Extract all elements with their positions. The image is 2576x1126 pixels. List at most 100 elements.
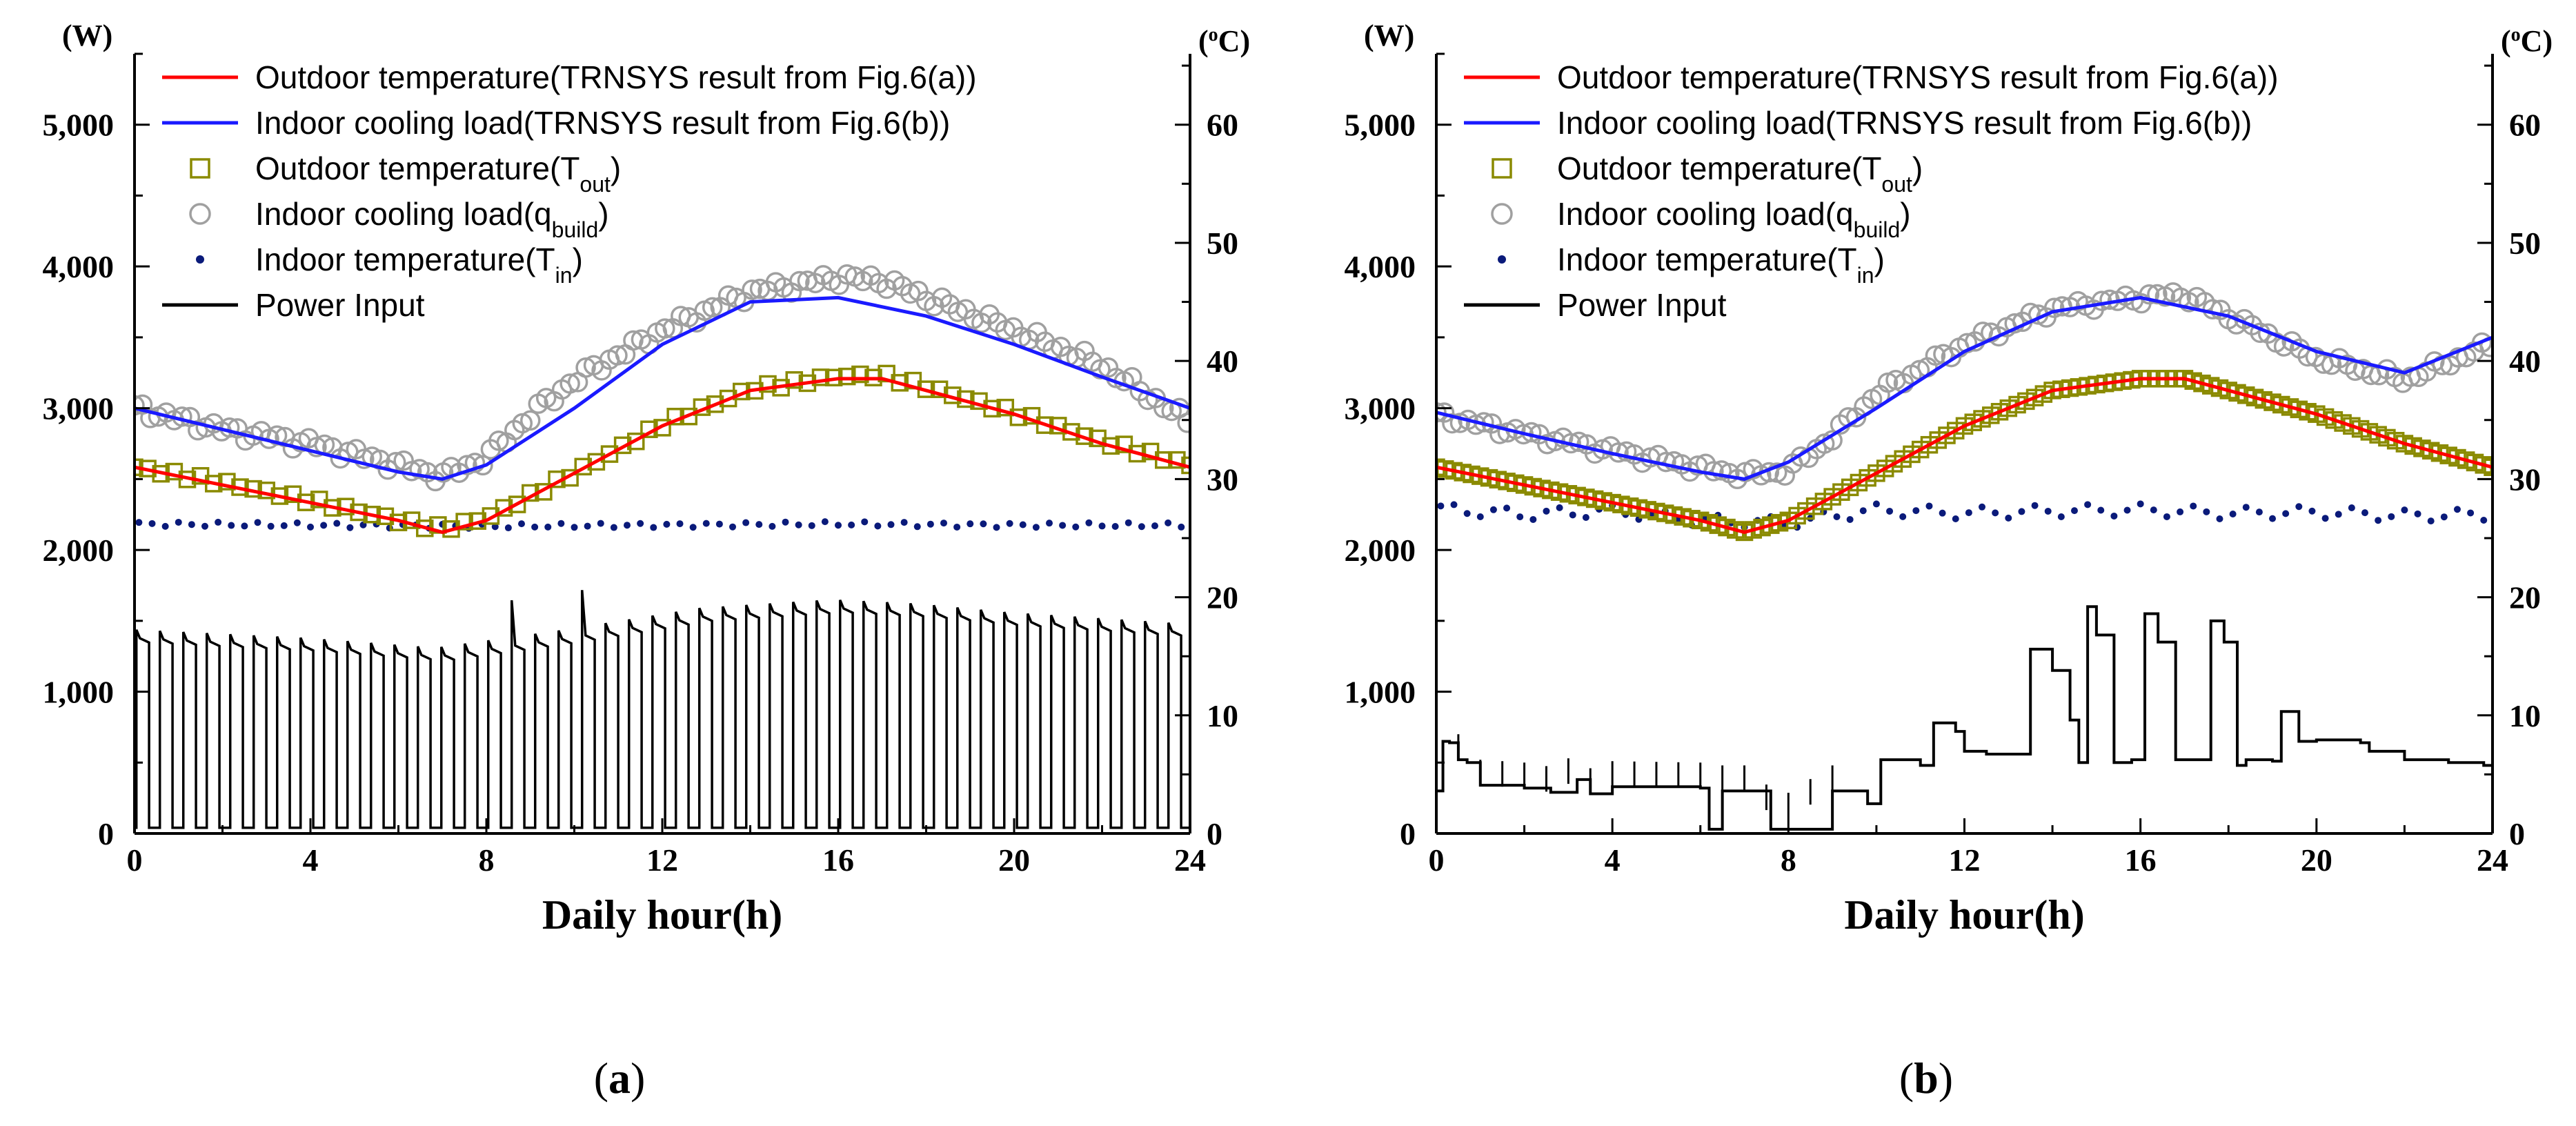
legend-label-trn_load: Indoor cooling load(TRNSYS result from F… bbox=[255, 105, 950, 141]
x-tick-label: 0 bbox=[1429, 842, 1445, 878]
outdoor-temperature-marker bbox=[851, 365, 869, 384]
indoor-temperature-dot bbox=[821, 518, 829, 526]
outdoor-temperature-marker bbox=[1797, 502, 1815, 520]
outdoor-temperature-marker bbox=[2219, 382, 2237, 399]
indoor-temperature-dot bbox=[650, 524, 657, 531]
indoor-temperature-dot bbox=[2401, 506, 2408, 514]
outdoor-temperature-marker bbox=[1770, 513, 1789, 532]
legend-label-subscript: in bbox=[1857, 263, 1874, 288]
indoor-temperature-dot bbox=[1098, 522, 1106, 530]
right-unit-base: C bbox=[1218, 24, 1240, 58]
indoor-temperature-dot bbox=[267, 522, 275, 530]
x-tick-label: 8 bbox=[1781, 842, 1796, 878]
outdoor-temperature-marker bbox=[1859, 468, 1876, 487]
outdoor-temperature-marker bbox=[2246, 388, 2264, 406]
indoor-temperature-dot bbox=[2269, 515, 2277, 522]
right-unit-degree: o bbox=[1209, 24, 1218, 46]
indoor-cooling-load-marker bbox=[520, 410, 541, 431]
indoor-temperature-dot bbox=[161, 522, 169, 530]
indoor-cooling-load-marker bbox=[2139, 284, 2160, 305]
left-axis-unit: (W) bbox=[62, 19, 112, 52]
legend-swatch-q-build bbox=[1491, 203, 1513, 225]
outdoor-temperature-marker bbox=[1929, 431, 1947, 449]
outdoor-temperature-marker bbox=[1999, 399, 2018, 417]
indoor-temperature-dot bbox=[2163, 513, 2170, 520]
indoor-temperature-dot bbox=[993, 524, 1000, 531]
right-y-tick-label: 20 bbox=[1207, 580, 1238, 615]
outdoor-temperature-marker bbox=[653, 419, 671, 437]
indoor-temperature-dot bbox=[940, 520, 947, 527]
legend-label-q_build: Indoor cooling load(qbuild) bbox=[255, 196, 609, 242]
indoor-temperature-dot bbox=[571, 524, 578, 531]
outdoor-temperature-marker bbox=[2343, 417, 2361, 435]
right-y-tick-label: 60 bbox=[2509, 108, 2541, 143]
outdoor-temperature-marker bbox=[574, 457, 592, 476]
x-tick-label: 8 bbox=[479, 842, 495, 878]
indoor-temperature-dot bbox=[2070, 507, 2078, 515]
outdoor-temperature-marker bbox=[257, 482, 275, 500]
indoor-cooling-load-marker bbox=[354, 448, 375, 469]
outdoor-temperature-marker bbox=[2439, 446, 2457, 464]
indoor-temperature-dot bbox=[2335, 511, 2342, 518]
indoor-cooling-load-marker bbox=[607, 345, 628, 366]
indoor-cooling-load-marker bbox=[135, 395, 145, 416]
legend-swatch-q-build bbox=[189, 203, 211, 225]
outdoor-temperature-marker bbox=[1982, 406, 2000, 424]
indoor-cooling-load-marker bbox=[702, 297, 723, 318]
outdoor-temperature-marker bbox=[1973, 410, 1991, 428]
right-unit-close: ) bbox=[1240, 24, 1250, 58]
indoor-cooling-load-marker bbox=[742, 279, 762, 300]
indoor-temperature-dot bbox=[1543, 507, 1550, 515]
legend-label-tail: ) bbox=[598, 196, 608, 232]
indoor-temperature-dot bbox=[188, 521, 195, 529]
indoor-cooling-load-marker bbox=[655, 318, 675, 339]
indoor-temperature-dot bbox=[624, 522, 631, 529]
indoor-temperature-dot bbox=[2203, 508, 2210, 515]
indoor-temperature-dot bbox=[201, 522, 208, 530]
indoor-temperature-dot bbox=[1032, 524, 1040, 531]
indoor-temperature-dot bbox=[1046, 520, 1053, 527]
outdoor-temperature-marker bbox=[2008, 395, 2026, 414]
indoor-temperature-dot bbox=[1846, 515, 1854, 523]
outdoor-temperature-marker bbox=[2404, 437, 2422, 455]
outdoor-temperature-marker bbox=[2290, 400, 2308, 419]
outdoor-temperature-marker bbox=[1946, 422, 1965, 439]
x-tick-label: 12 bbox=[646, 842, 678, 878]
indoor-temperature-dot bbox=[861, 518, 869, 526]
indoor-cooling-load-marker bbox=[1138, 389, 1158, 411]
indoor-temperature-dot bbox=[228, 522, 235, 529]
indoor-temperature-dot bbox=[689, 524, 697, 531]
legend-label-tail: ) bbox=[573, 241, 583, 277]
indoor-temperature-dot bbox=[557, 520, 565, 527]
outdoor-temperature-marker bbox=[996, 398, 1014, 417]
indoor-temperature-dot bbox=[2308, 507, 2316, 515]
left-y-tick-label: 2,000 bbox=[1345, 533, 1416, 568]
indoor-temperature-dot bbox=[2177, 508, 2184, 515]
right-y-tick-label: 30 bbox=[2509, 462, 2541, 497]
right-y-tick-label: 40 bbox=[1207, 344, 1238, 379]
indoor-temperature-dot bbox=[769, 522, 776, 530]
outdoor-temperature-marker bbox=[1753, 518, 1771, 537]
right-y-tick-label: 10 bbox=[1207, 698, 1238, 733]
left-y-tick-label: 4,000 bbox=[1345, 249, 1416, 284]
indoor-temperature-dot bbox=[293, 519, 301, 526]
outdoor-temperature-marker bbox=[2334, 414, 2352, 432]
right-unit-close: ) bbox=[2542, 24, 2553, 58]
legend-label-tail: ) bbox=[1900, 196, 1910, 232]
x-tick-label: 24 bbox=[2477, 842, 2508, 878]
indoor-temperature-dot bbox=[280, 522, 288, 529]
indoor-cooling-load-marker bbox=[575, 357, 596, 378]
indoor-temperature-dot bbox=[887, 521, 895, 529]
indoor-temperature-dot bbox=[1939, 509, 1946, 517]
indoor-cooling-load-marker bbox=[488, 431, 509, 451]
indoor-temperature-dot bbox=[1556, 504, 1563, 511]
indoor-temperature-dot bbox=[2110, 512, 2118, 520]
indoor-temperature-dot bbox=[637, 520, 644, 527]
legend-label-tail: ) bbox=[1912, 150, 1923, 186]
outdoor-temperature-marker bbox=[1036, 416, 1054, 434]
outdoor-temperature-marker bbox=[2210, 379, 2229, 397]
indoor-temperature-dot bbox=[795, 521, 802, 529]
outdoor-temperature-marker bbox=[2325, 411, 2344, 429]
indoor-temperature-dot bbox=[2031, 502, 2039, 509]
